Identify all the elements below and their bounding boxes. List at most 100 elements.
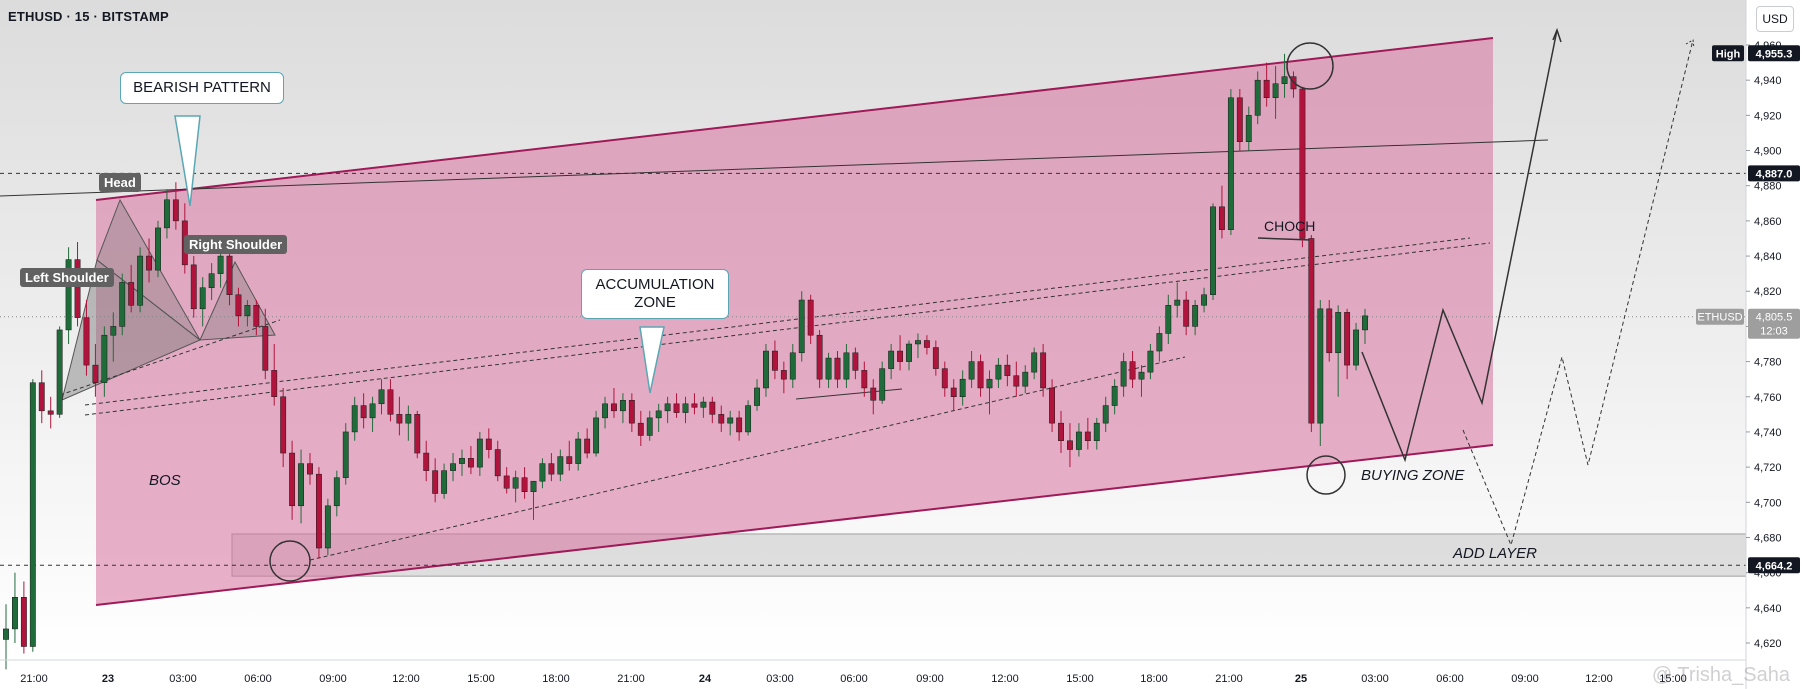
candle — [1245, 106, 1252, 151]
candle-body — [128, 282, 135, 306]
candle — [521, 467, 528, 499]
candle — [199, 277, 206, 327]
candle — [771, 340, 778, 380]
x-tick-label: 21:00 — [1215, 673, 1243, 685]
candle-body — [1174, 299, 1181, 306]
candle — [1281, 53, 1288, 98]
x-tick-label: 06:00 — [840, 673, 868, 685]
candles-group — [3, 53, 1368, 670]
last-price-tag-bg — [1748, 308, 1800, 339]
candle — [968, 351, 975, 388]
x-tick-label: 09:00 — [319, 673, 347, 685]
left-shoulder-label: Left Shoulder — [20, 268, 114, 287]
candle-body — [74, 259, 81, 318]
candle — [539, 458, 546, 489]
time-axis-background — [0, 660, 1746, 689]
candle — [879, 361, 886, 404]
candle-body — [807, 299, 814, 336]
candle — [1254, 71, 1261, 125]
dashed-trend-line-middle — [84, 242, 1491, 416]
x-tick-label: 23 — [102, 673, 114, 685]
symbol-title: ETHUSD · 15 · BITSTAMP — [8, 9, 169, 24]
candle — [843, 344, 850, 388]
candle — [1165, 294, 1172, 344]
candle-body — [110, 326, 117, 336]
candle-body — [986, 378, 993, 389]
high-label-text: High — [1716, 48, 1741, 60]
author-watermark: @ Trisha_Saha — [1651, 664, 1790, 686]
candle — [494, 440, 501, 482]
price-axis-background — [1746, 0, 1802, 689]
candle-body — [566, 456, 573, 464]
candle — [217, 247, 224, 288]
candle — [995, 358, 1002, 388]
candle — [512, 470, 519, 503]
candle-body — [611, 403, 617, 412]
candle — [110, 312, 117, 362]
candle-body — [1093, 422, 1100, 441]
candle — [137, 247, 144, 313]
candle — [575, 431, 582, 471]
candle — [1013, 361, 1020, 397]
candle — [1362, 308, 1368, 344]
candle-body — [208, 273, 215, 288]
candle-body — [1201, 294, 1207, 306]
candle — [280, 387, 287, 468]
candle-body — [12, 597, 18, 630]
candle — [262, 308, 269, 380]
candle — [906, 340, 912, 371]
candle-body — [1227, 97, 1234, 230]
candle — [691, 393, 698, 415]
candle-body — [941, 368, 948, 389]
candle — [1174, 282, 1181, 318]
candle-body — [1219, 206, 1225, 230]
candle — [351, 396, 358, 441]
y-tick-label: 4,900 — [1754, 146, 1782, 158]
candle-body — [119, 282, 126, 327]
x-tick-label: 12:00 — [392, 673, 420, 685]
accumulation-zone-callout: ACCUMULATION ZONE — [581, 269, 729, 319]
candle-body — [324, 505, 331, 549]
candle-body — [709, 401, 716, 415]
candle-body — [1272, 83, 1279, 99]
candle — [852, 347, 859, 380]
accumulation-zone-line1: ACCUMULATION — [595, 276, 715, 293]
candle-body — [959, 378, 966, 398]
currency-button[interactable]: USD — [1756, 6, 1794, 32]
candle — [65, 247, 72, 344]
candle — [700, 396, 707, 418]
candle-body — [879, 368, 886, 401]
candle — [602, 396, 608, 429]
candle-body — [771, 350, 778, 371]
high-label-bg — [1712, 45, 1744, 62]
candle — [235, 287, 242, 327]
candle-body — [1129, 361, 1136, 380]
candle — [1075, 423, 1082, 457]
candle — [315, 467, 322, 559]
candle-body — [789, 352, 796, 380]
x-tick-label: 12:00 — [1585, 673, 1613, 685]
head-label: Head — [99, 173, 141, 192]
accumulation-zone-pointer — [639, 326, 665, 394]
y-tick-label: 4,840 — [1754, 251, 1782, 263]
candle-body — [1254, 79, 1261, 116]
candle — [405, 405, 412, 441]
neckline-trend-line — [0, 139, 1549, 197]
candle-body — [1353, 329, 1359, 366]
y-tick-label: 4,860 — [1754, 216, 1782, 228]
candle — [1299, 87, 1306, 248]
y-tick-label: 4,740 — [1754, 427, 1782, 439]
candle-body — [834, 357, 841, 380]
x-tick-label: 21:00 — [20, 673, 48, 685]
x-tick-label: 15:00 — [1066, 673, 1094, 685]
candle-body — [414, 414, 421, 454]
high-price-tag: 4,955.3 — [1748, 45, 1800, 62]
candle-body — [915, 340, 921, 345]
candle-body — [1183, 299, 1190, 327]
candle-body — [342, 431, 349, 478]
candle — [1272, 66, 1279, 119]
candle — [29, 379, 36, 652]
candle — [646, 410, 653, 441]
candle-body — [271, 370, 278, 398]
